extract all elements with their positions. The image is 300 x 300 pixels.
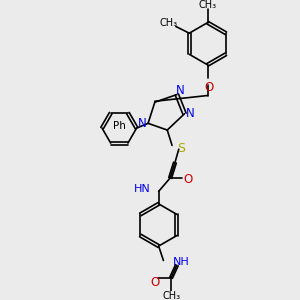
Text: O: O: [205, 81, 214, 94]
Text: N: N: [186, 107, 195, 120]
Text: Ph: Ph: [113, 121, 126, 131]
Text: CH₃: CH₃: [159, 18, 177, 28]
Text: N: N: [138, 117, 147, 130]
Text: N: N: [176, 84, 185, 97]
Text: CH₃: CH₃: [199, 0, 217, 11]
Text: O: O: [184, 173, 193, 186]
Text: CH₃: CH₃: [162, 291, 180, 300]
Text: HN: HN: [134, 184, 151, 194]
Text: S: S: [177, 142, 185, 155]
Text: O: O: [150, 276, 160, 289]
Text: NH: NH: [173, 257, 190, 267]
